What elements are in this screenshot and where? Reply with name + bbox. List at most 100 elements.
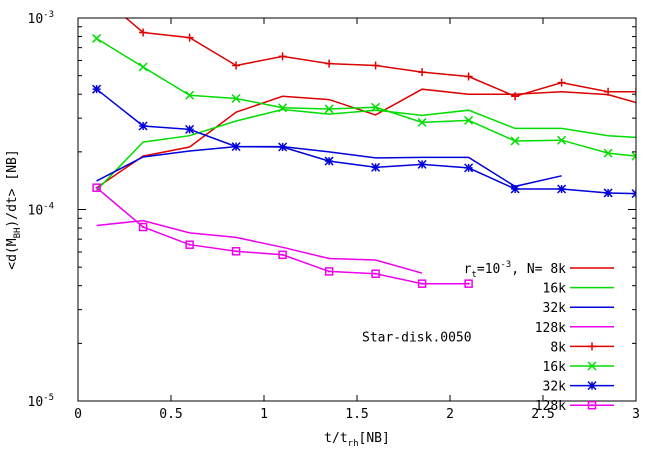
- legend-label: 8k: [550, 340, 566, 355]
- data-point-center: [467, 282, 470, 285]
- data-point: [185, 33, 194, 42]
- data-point: [324, 156, 334, 166]
- data-point-center: [281, 253, 284, 256]
- data-point: [371, 162, 381, 172]
- data-point: [138, 62, 148, 72]
- legend-entry-2: 32k: [543, 301, 614, 316]
- legend-marker: [587, 361, 597, 371]
- series-line: [96, 88, 636, 189]
- data-point: [185, 90, 195, 100]
- series-plain-32k: [96, 145, 562, 188]
- series-layer: [92, 18, 636, 288]
- data-point: [604, 87, 613, 96]
- data-point: [324, 104, 334, 114]
- data-point: [231, 93, 241, 104]
- legend-marker: [588, 342, 596, 351]
- data-point: [138, 222, 148, 232]
- data-point: [231, 247, 241, 256]
- data-point: [603, 188, 613, 198]
- x-tick-label: 2.5: [531, 407, 554, 422]
- series-marked-16k: [92, 33, 636, 161]
- data-point: [417, 159, 427, 169]
- y-tick-label: 10-5: [28, 393, 55, 410]
- data-point: [464, 115, 474, 125]
- data-point-center: [188, 243, 191, 246]
- series-marked-32k: [92, 84, 636, 199]
- data-point-center: [142, 226, 145, 229]
- data-point: [325, 59, 334, 68]
- data-point: [632, 87, 636, 96]
- data-point: [417, 117, 427, 127]
- x-tick-label: 2: [446, 407, 454, 422]
- legend-entry-1: 16k: [543, 282, 614, 297]
- data-point: [464, 279, 473, 288]
- legend-header: rt=10-3, N= 8k: [464, 260, 567, 280]
- data-point: [185, 240, 194, 249]
- data-point-center: [421, 282, 424, 285]
- legend-label: 16k: [543, 360, 567, 375]
- legend-entry-6: 32k: [543, 380, 614, 395]
- data-point: [464, 163, 474, 173]
- data-point: [138, 121, 148, 131]
- series-plain-8k: [96, 88, 636, 189]
- y-axis-label-prefix: <d(M: [5, 238, 20, 269]
- series-line: [96, 37, 636, 157]
- legend-entry-7: 128k: [535, 399, 614, 414]
- data-point: [278, 250, 287, 260]
- series-plain-128k: [96, 219, 423, 274]
- legend-marker: [587, 381, 597, 391]
- data-point: [464, 72, 473, 81]
- x-axis-label-main: t/t: [324, 431, 347, 446]
- data-point: [232, 61, 241, 70]
- legend-label: 128k: [535, 321, 566, 336]
- legend-entry-5: 16k: [543, 360, 614, 375]
- data-point: [278, 142, 288, 152]
- data-point: [231, 142, 241, 152]
- x-tick-label: 1: [260, 407, 268, 422]
- data-point: [557, 78, 566, 87]
- x-tick-label: 1.5: [345, 407, 368, 422]
- legend-entry-3: 128k: [535, 321, 614, 336]
- x-axis-label: t/trh[NB]: [324, 431, 390, 449]
- data-point: [324, 267, 334, 276]
- data-point: [185, 124, 195, 134]
- legend-label: 16k: [543, 282, 567, 297]
- x-tick-label: 0.5: [159, 407, 182, 422]
- data-point-center: [374, 272, 377, 275]
- series-line: [96, 108, 636, 191]
- y-tick-label: 10-4: [28, 202, 55, 219]
- data-point: [511, 92, 520, 101]
- series-marked-128k: [92, 183, 473, 288]
- data-point: [418, 68, 427, 77]
- data-point: [557, 135, 567, 145]
- data-point: [631, 151, 636, 161]
- data-point: [92, 84, 102, 94]
- data-point: [557, 184, 567, 194]
- x-tick-label: 3: [632, 407, 640, 422]
- data-point: [510, 184, 520, 194]
- data-point-center: [235, 250, 238, 253]
- legend-marker-center: [591, 404, 593, 407]
- series-line: [96, 145, 562, 188]
- x-axis-label-sub: rh: [348, 439, 359, 449]
- series-plain-16k: [96, 108, 636, 191]
- series-line: [96, 187, 469, 285]
- data-point: [139, 28, 148, 37]
- data-point: [92, 33, 102, 43]
- data-point: [510, 136, 520, 146]
- x-tick-label: 0: [74, 407, 82, 422]
- y-axis-label-suffix: )/dt> [NB]: [5, 149, 20, 227]
- legend-entry-0: rt=10-3, N= 8k: [464, 260, 614, 280]
- legend-entry-4: 8k: [550, 340, 614, 355]
- data-point-center: [95, 186, 98, 189]
- y-tick-label: 10-3: [28, 10, 55, 27]
- series-line: [124, 18, 636, 98]
- series-marked-8k: [124, 18, 636, 101]
- data-point: [92, 183, 101, 192]
- legend-annotation: Star-disk.0050: [362, 331, 472, 346]
- data-point: [371, 61, 380, 70]
- data-point: [603, 148, 613, 158]
- y-axis-label: <d(MBH)/dt> [NB]: [5, 149, 23, 269]
- legend-label: 32k: [543, 380, 567, 395]
